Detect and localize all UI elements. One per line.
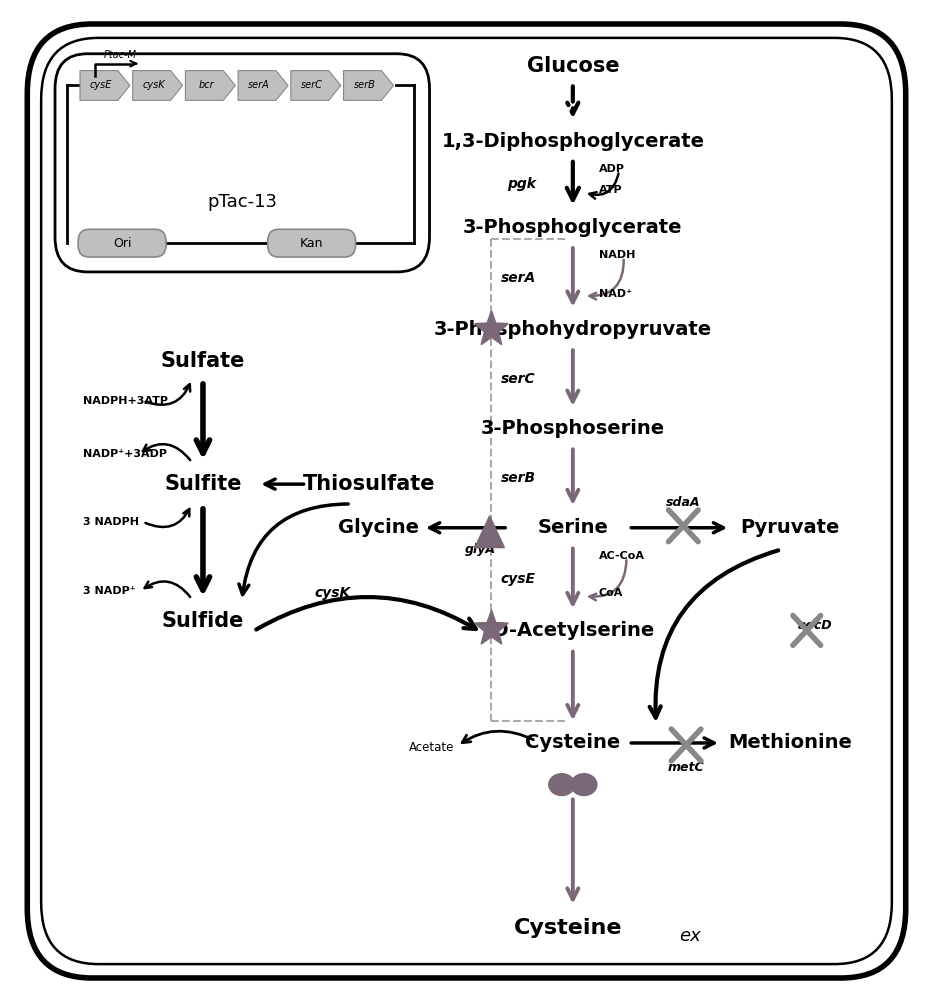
Ellipse shape — [571, 774, 597, 796]
Text: 1,3-Diphosphoglycerate: 1,3-Diphosphoglycerate — [441, 132, 704, 151]
Text: Kan: Kan — [299, 237, 324, 250]
FancyBboxPatch shape — [55, 54, 429, 272]
FancyBboxPatch shape — [27, 24, 906, 978]
Text: Methionine: Methionine — [728, 733, 852, 752]
Text: pTac-13: pTac-13 — [208, 193, 278, 211]
Text: cysE: cysE — [501, 572, 536, 586]
Text: ADP: ADP — [599, 164, 625, 174]
Text: Pyruvate: Pyruvate — [741, 518, 840, 537]
Text: Thiosulfate: Thiosulfate — [303, 474, 436, 494]
Text: bcr: bcr — [199, 80, 215, 90]
Text: Glucose: Glucose — [526, 56, 620, 76]
Text: metC: metC — [668, 761, 704, 774]
Text: Sulfite: Sulfite — [164, 474, 242, 494]
Text: NADH: NADH — [599, 250, 635, 260]
Ellipse shape — [549, 774, 575, 796]
Text: Sulfide: Sulfide — [161, 611, 244, 631]
Text: Sulfate: Sulfate — [160, 351, 245, 371]
Text: serB: serB — [501, 471, 536, 485]
Text: 3-Phosphoglycerate: 3-Phosphoglycerate — [463, 218, 683, 237]
Polygon shape — [186, 71, 235, 100]
Text: Ori: Ori — [113, 237, 132, 250]
Text: serA: serA — [501, 271, 536, 285]
Text: Ptac-M: Ptac-M — [104, 50, 137, 60]
Text: pgk: pgk — [507, 177, 536, 191]
Text: Glycine: Glycine — [338, 518, 419, 537]
Text: 3-Phosphohydropyruvate: 3-Phosphohydropyruvate — [434, 320, 712, 339]
Polygon shape — [80, 71, 130, 100]
Text: Acetate: Acetate — [409, 741, 454, 754]
Text: cysK: cysK — [314, 586, 351, 600]
Text: serC: serC — [501, 372, 536, 386]
Text: ATP: ATP — [599, 185, 622, 195]
Polygon shape — [132, 71, 183, 100]
Text: NAD⁺: NAD⁺ — [599, 289, 632, 299]
Text: Serine: Serine — [537, 518, 608, 537]
Text: cysE: cysE — [90, 80, 112, 90]
FancyBboxPatch shape — [268, 229, 355, 257]
Text: NADPH+3ATP: NADPH+3ATP — [83, 396, 168, 406]
Text: 3 NADP⁺: 3 NADP⁺ — [83, 586, 135, 596]
Text: CoA: CoA — [599, 588, 623, 598]
Text: serB: serB — [354, 80, 375, 90]
Text: cysK: cysK — [143, 80, 165, 90]
Text: NADP⁺+3ADP: NADP⁺+3ADP — [83, 449, 167, 459]
Polygon shape — [291, 71, 341, 100]
Polygon shape — [475, 311, 508, 345]
Text: Cysteine: Cysteine — [514, 918, 622, 938]
Text: serA: serA — [248, 80, 270, 90]
Text: glyA: glyA — [465, 543, 495, 556]
Text: serC: serC — [300, 80, 323, 90]
Text: aecD: aecD — [798, 619, 832, 632]
Text: sdaA: sdaA — [666, 496, 701, 509]
FancyBboxPatch shape — [78, 229, 166, 257]
Text: O-Acetylserine: O-Acetylserine — [492, 621, 654, 640]
Text: 3-Phosphoserine: 3-Phosphoserine — [480, 419, 665, 438]
Text: Cysteine: Cysteine — [525, 733, 620, 752]
Polygon shape — [475, 516, 505, 548]
Polygon shape — [238, 71, 288, 100]
Text: AC-CoA: AC-CoA — [599, 551, 645, 561]
Polygon shape — [475, 610, 508, 644]
Text: 3 NADPH: 3 NADPH — [83, 517, 139, 527]
Text: ex: ex — [679, 927, 701, 945]
Polygon shape — [343, 71, 394, 100]
